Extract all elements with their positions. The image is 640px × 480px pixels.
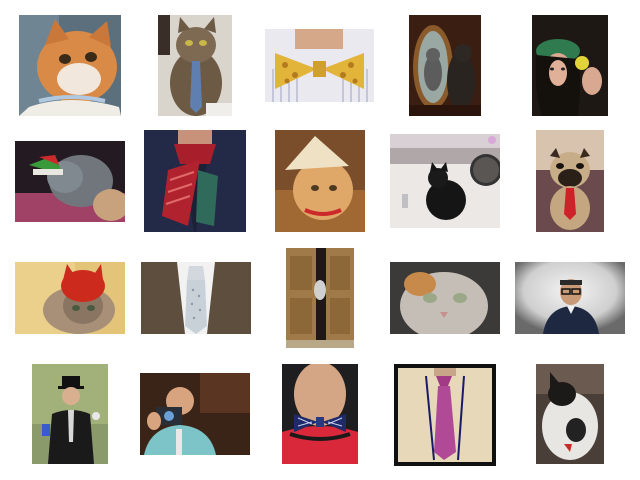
photo-pug-in-red-tie[interactable] [536,130,604,232]
photo-navy-bow-tie[interactable] [282,364,358,464]
photo-pink-tie-with-lanyard[interactable] [394,364,496,466]
photo-cat-in-mirror[interactable] [409,15,481,116]
photo-cat-in-straw-hat[interactable] [275,130,365,232]
photo-cat-peeking-through-door[interactable] [286,248,354,348]
photo-man-in-top-hat[interactable] [32,364,108,464]
photo-man-with-camera[interactable] [140,373,250,455]
photo-man-with-glasses[interactable] [515,262,625,334]
photo-yellow-bow-tie[interactable] [265,29,374,102]
photo-cat-with-collar[interactable] [19,15,121,116]
photo-man-in-red-cravat[interactable] [144,130,246,232]
photo-cat-face-closeup[interactable] [390,262,500,334]
photo-cat-in-sink[interactable] [390,134,500,228]
photo-cat-in-red-knit-hat[interactable] [15,262,125,334]
photo-woman-with-lemon[interactable] [532,15,608,116]
photo-black-and-white-cat[interactable] [536,364,604,464]
photo-cat-wearing-tie[interactable] [158,15,232,116]
photo-silver-tie-and-vest[interactable] [141,262,251,334]
photo-cat-in-elf-hat[interactable] [15,141,125,222]
